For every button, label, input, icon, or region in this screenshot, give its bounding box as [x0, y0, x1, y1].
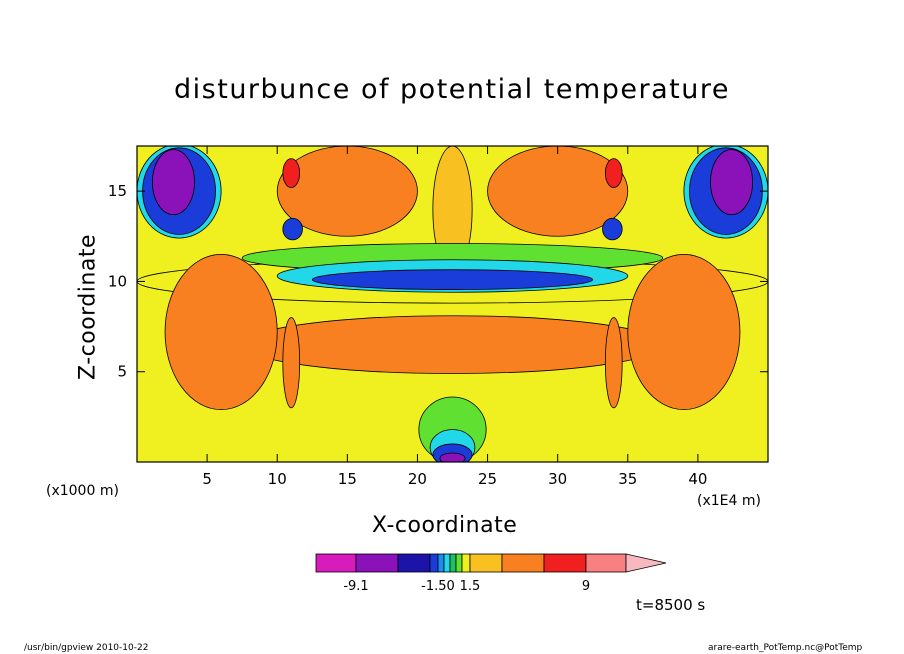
- contour-region-1: [241, 315, 664, 374]
- x-tick-label: 15: [338, 470, 357, 488]
- colorbar: -9.1 -1.50 1.5 9: [315, 553, 667, 594]
- contour-region-25: [439, 452, 466, 462]
- contour-region-7: [487, 146, 629, 237]
- contour-region-2: [164, 253, 278, 411]
- contour-region-9: [282, 158, 301, 188]
- x-tick-label: 25: [478, 470, 497, 488]
- contour-region-10: [604, 158, 623, 188]
- y-tick-label: 10: [108, 272, 127, 290]
- x-tick-label: 10: [268, 470, 287, 488]
- contour-region-13: [311, 269, 594, 290]
- colorbar-segment: [429, 553, 439, 573]
- contour-region-15: [602, 217, 623, 241]
- colorbar-segment: [437, 553, 445, 573]
- colorbar-segment: [449, 553, 457, 573]
- colorbar-tick-label: -1.50: [421, 579, 455, 594]
- contour-region-21: [710, 149, 753, 216]
- colorbar-arrow: [625, 553, 667, 573]
- x-tick-label: 5: [202, 470, 212, 488]
- y-axis-label: Z-coordinate: [75, 234, 101, 380]
- colorbar-tick-label: 1.5: [460, 579, 481, 594]
- colorbar-segment: [501, 553, 545, 573]
- contour-region-20: [152, 149, 195, 216]
- x-axis-label: X-coordinate: [372, 513, 518, 538]
- y-tick-label: 5: [117, 363, 127, 381]
- colorbar-segment: [397, 553, 431, 573]
- x-tick-label: 40: [688, 470, 707, 488]
- y-axis-unit: (x1000 m): [46, 483, 119, 499]
- colorbar-segment: [469, 553, 503, 573]
- contour-region-14: [282, 217, 303, 241]
- colorbar-segment: [315, 553, 357, 573]
- plot-frame: [136, 145, 769, 463]
- colorbar-segment: [585, 553, 627, 573]
- colorbar-segment: [455, 553, 463, 573]
- colorbar-segment: [355, 553, 399, 573]
- x-tick-label: 35: [618, 470, 637, 488]
- y-tick-label: 15: [108, 182, 127, 200]
- colorbar-segment: [443, 553, 451, 573]
- contour-region-6: [276, 146, 418, 237]
- contour-region-3: [627, 253, 741, 411]
- contour-region-4: [282, 317, 301, 409]
- plot-axes: 5 10 15 20 25 30 35 40 5 10 15: [108, 145, 769, 488]
- colorbar-segment: [543, 553, 587, 573]
- colorbar-tick-label: -9.1: [343, 579, 368, 594]
- colorbar-segment: [461, 553, 471, 573]
- contour-region-5: [604, 317, 623, 409]
- plot-area: [137, 146, 768, 462]
- x-axis-unit: (x1E4 m): [697, 493, 761, 509]
- time-label: t=8500 s: [636, 596, 706, 614]
- footer-left: /usr/bin/gpview 2010-10-22: [24, 643, 149, 653]
- chart-title: disturbunce of potential temperature: [174, 74, 730, 105]
- colorbar-tick-label: 9: [582, 579, 590, 594]
- x-tick-label: 20: [408, 470, 427, 488]
- footer-right: arare-earth_PotTemp.nc@PotTemp: [708, 643, 863, 653]
- x-tick-label: 30: [548, 470, 567, 488]
